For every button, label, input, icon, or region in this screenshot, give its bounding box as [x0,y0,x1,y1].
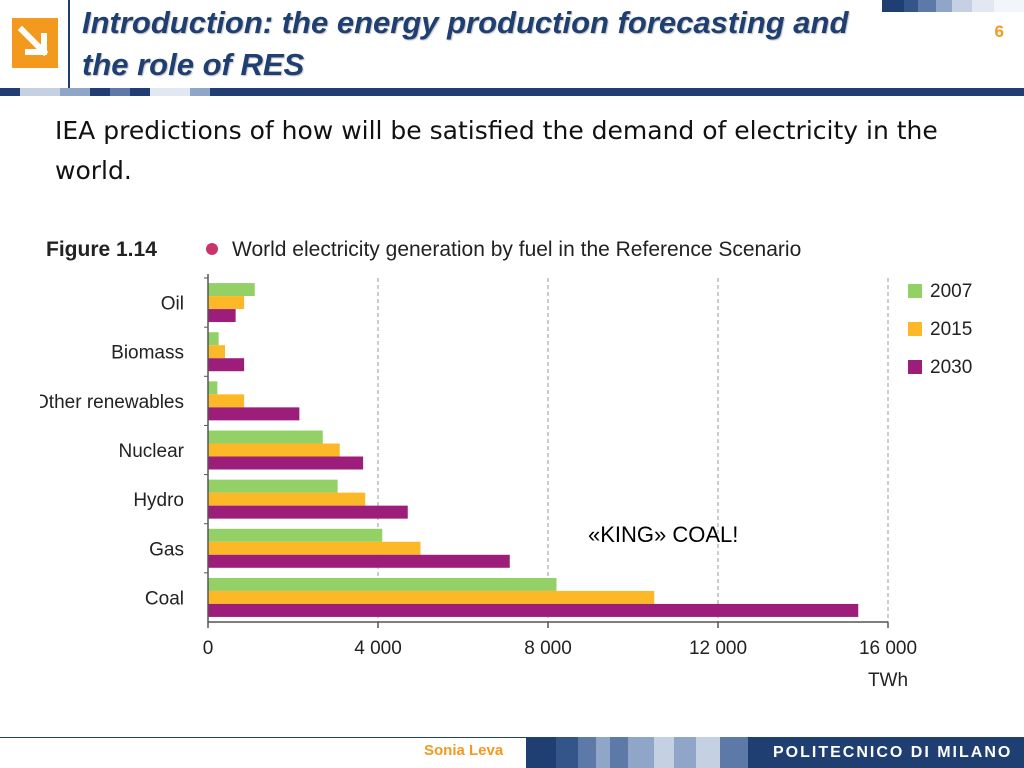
legend-swatch-2015 [908,322,922,336]
bar-nuclear-2015 [208,443,340,457]
bar-nuclear-2030 [208,456,364,470]
bar-nuclear-2007 [208,430,323,444]
bar-oil-2007 [208,283,255,297]
header-separator [68,0,70,88]
legend-label-2030: 2030 [930,357,972,378]
footer-band [526,737,1024,768]
chart-svg: Figure 1.14 World electricity generation… [34,238,972,691]
header-decor-strip [882,0,1024,12]
bar-gas-2015 [208,541,421,555]
x-axis-label: TWh [868,670,908,691]
x-tick-label-4000: 4 000 [354,638,402,659]
footer-rule [0,737,526,738]
bar-coal-2015 [208,590,655,604]
bar-hydro-2007 [208,479,338,493]
chart-legend: 2007 2015 2030 [908,281,972,378]
footer-author: Sonia Leva [424,742,504,759]
bar-biomass-2015 [208,345,225,359]
bar-other-renewables-2030 [208,407,300,421]
page-number: 6 [994,22,1004,41]
chart-title: World electricity generation by fuel in … [232,238,801,261]
footer-brand: POLITECNICO DI MILANO [773,744,1013,761]
logo [0,0,68,88]
bar-other-renewables-2015 [208,394,245,408]
title-rest: the energy production forecasting and th… [82,5,849,82]
x-tick-label-0: 0 [203,638,214,659]
bar-gas-2030 [208,554,510,568]
x-tick-label-12000: 12 000 [689,638,747,659]
bar-other-renewables-2007 [208,381,218,395]
chart-figure-label: Figure 1.14 [46,238,157,261]
legend-label-2007: 2007 [930,281,972,302]
category-label-oil: Oil [161,294,184,315]
king-coal-annotation: «KING» COAL! [588,522,739,547]
bar-gas-2007 [208,528,383,542]
bar-biomass-2030 [208,358,245,372]
chart-title-bullet [206,243,218,255]
title-prefix: Introduction: [82,5,274,40]
category-label-hydro: Hydro [133,490,184,511]
intro-text: IEA predictions of how will be satisfied… [55,116,938,185]
category-label-other-renewables: Other renewables [40,392,184,413]
bar-oil-2030 [208,309,236,323]
category-label-nuclear: Nuclear [119,441,185,462]
bar-coal-2007 [208,577,557,591]
bar-biomass-2007 [208,332,219,346]
bar-hydro-2015 [208,492,366,506]
category-label-biomass: Biomass [111,343,184,364]
arrow-logo-icon [12,18,58,68]
category-label-coal: Coal [145,588,184,609]
chart-bars [208,283,859,617]
legend-swatch-2007 [908,284,922,298]
bar-oil-2015 [208,296,245,310]
chart-axes: Oil Biomass Other renewables Nuclear Hydro Ga… [34,274,917,691]
legend-label-2015: 2015 [930,319,972,340]
bar-coal-2030 [208,603,859,617]
header-bottom-strip [0,88,1024,96]
x-tick-label-16000: 16 000 [859,638,917,659]
category-label-gas: Gas [149,539,184,560]
chart: Figure 1.14 World electricity generation… [34,222,980,694]
slide-title: Introduction: the energy production fore… [82,2,882,86]
legend-swatch-2030 [908,360,922,374]
bar-hydro-2030 [208,505,408,519]
x-tick-label-8000: 8 000 [524,638,572,659]
chart-grid [377,278,889,622]
